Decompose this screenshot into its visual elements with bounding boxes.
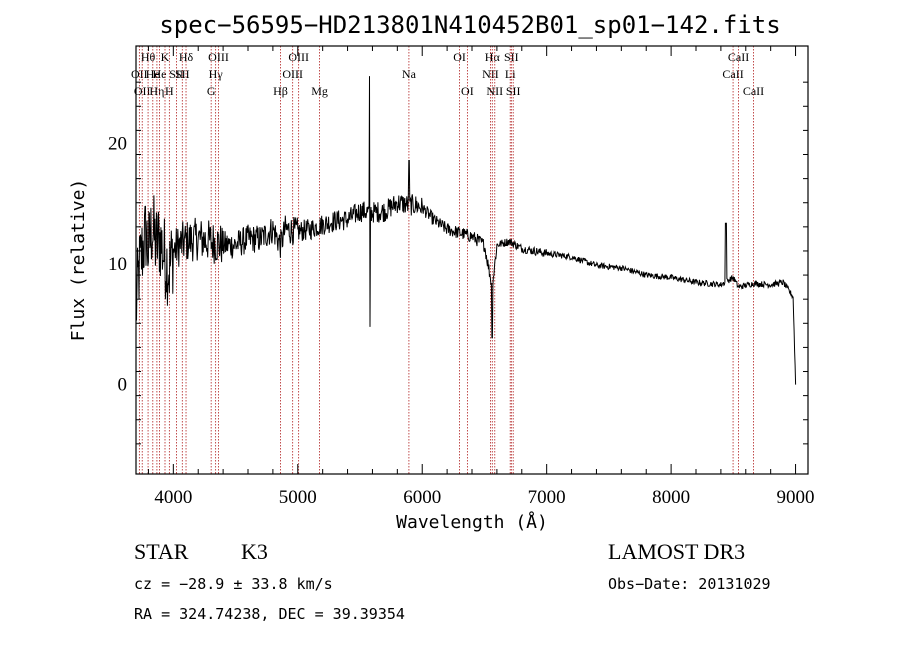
spectral-line-label: CaII [728, 50, 749, 64]
spectral-line-label: SII [169, 67, 184, 81]
spectral-line-label: NII [486, 84, 503, 98]
spectral-line-label: H [165, 84, 174, 98]
object-class: STAR [134, 539, 189, 564]
obs-date: Obs−Date: 20131029 [608, 575, 771, 593]
spectral-line-label: Hβ [273, 84, 288, 98]
spectral-line-label: OIII [288, 50, 309, 64]
x-tick-label: 5000 [279, 487, 317, 508]
survey-name: LAMOST DR3 [608, 539, 745, 564]
spectral-line-label: Li [505, 67, 516, 81]
spectral-line-label: G [207, 84, 216, 98]
coordinates: RA = 324.74238, DEC = 39.39354 [134, 605, 405, 623]
subclass: K3 [241, 539, 268, 564]
x-tick-label: 8000 [652, 487, 690, 508]
spectral-line-label: CaII [743, 84, 764, 98]
y-axis-label: Flux (relative) [68, 179, 89, 342]
spectral-line-label: Hη [149, 84, 164, 98]
spectral-line-label: OI [453, 50, 466, 64]
redshift-text: cz = −28.9 ± 33.8 km/s [134, 575, 333, 593]
spectral-line-label: SII [506, 84, 521, 98]
x-tick-label: 4000 [154, 487, 192, 508]
spectral-line-label: He [146, 67, 160, 81]
spectral-line-label: Hγ [209, 67, 224, 81]
spectral-line-label: CaII [722, 67, 743, 81]
spectrum-line [135, 76, 797, 385]
spectral-line-label: OII [134, 84, 151, 98]
spectral-line-label: He [153, 67, 167, 81]
spectral-line-label: Hθ [141, 50, 156, 64]
plot-frame [135, 45, 809, 475]
x-tick-label: 6000 [403, 487, 441, 508]
plot-area: OIIOIIHθHeHηHeKHSIISIIHδGHγOIIIHβOIIIOII… [108, 46, 815, 508]
spectral-line-label: OIII [208, 50, 229, 64]
y-tick-label: 10 [108, 254, 127, 275]
y-tick-label: 0 [118, 375, 128, 396]
spectral-line-label: Hα [485, 50, 501, 64]
spectral-line-label: OIII [282, 67, 303, 81]
spectral-line-label: Mg [311, 84, 328, 98]
spectral-line-label: SII [504, 50, 519, 64]
y-tick-label: 20 [108, 133, 127, 154]
spectral-line-label: OI [461, 84, 474, 98]
x-axis-label: Wavelength (Å) [396, 511, 548, 533]
spectral-line-label: Hδ [179, 50, 194, 64]
spectral-line-label: K [161, 50, 170, 64]
x-tick-label: 7000 [528, 487, 566, 508]
spectral-line-label: Na [402, 67, 417, 81]
spectral-line-label: OII [131, 67, 148, 81]
spectral-line-label: SII [175, 67, 190, 81]
x-tick-label: 9000 [777, 487, 815, 508]
spectral-line-label: NII [482, 67, 499, 81]
chart-title: spec−56595−HD213801N410452B01_sp01−142.f… [159, 11, 780, 39]
